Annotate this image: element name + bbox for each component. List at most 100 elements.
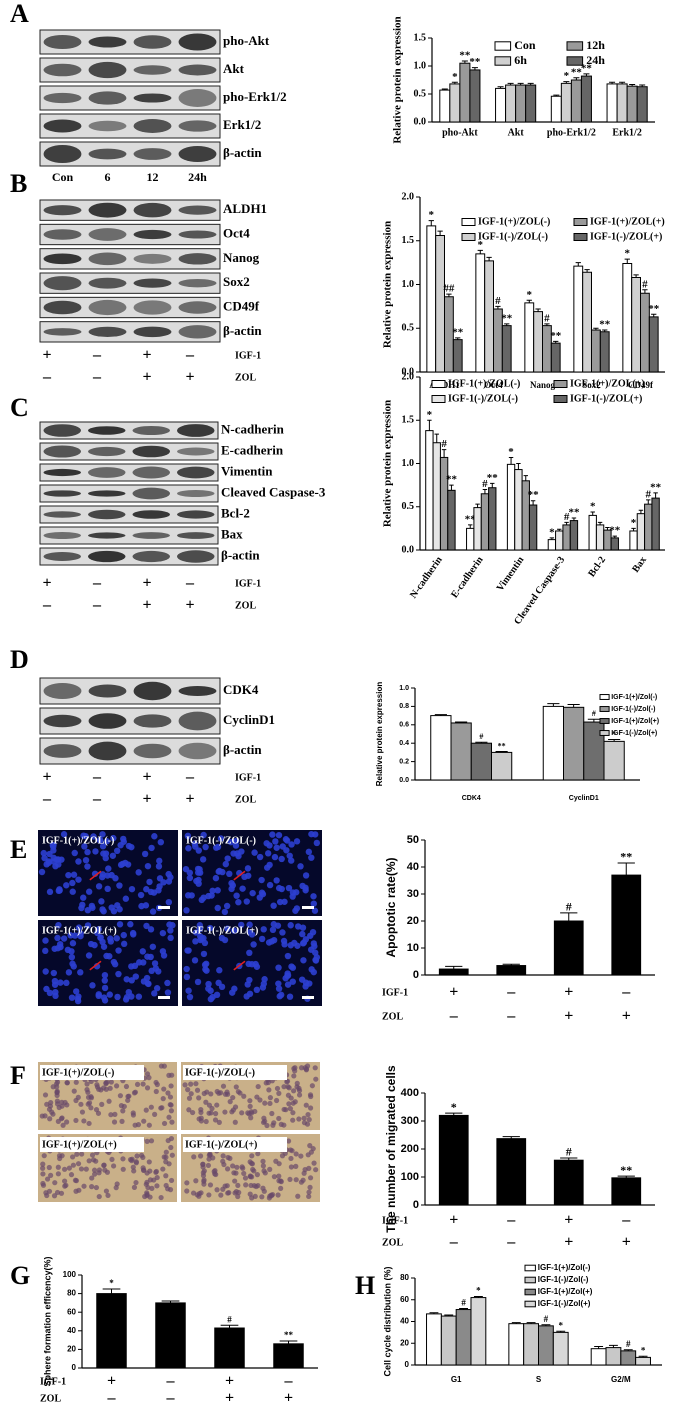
cell [42,968,49,975]
condition-sign: + [449,1212,458,1229]
y-tick-label: 200 [401,1143,419,1155]
cell [98,898,105,905]
cell [278,1179,284,1185]
condition-sign: – [166,1390,176,1405]
cell [58,856,65,863]
blot-band [177,510,215,519]
cell [93,1107,100,1113]
error-bar [646,499,651,505]
lane-label: 6 [105,170,111,184]
cell [195,880,202,887]
cell [153,985,161,992]
bar [426,225,437,373]
error-bar [623,1349,633,1351]
bar [96,1293,127,1369]
cell [253,986,261,994]
cell [201,961,209,969]
cell [158,1194,164,1201]
cell [231,985,238,992]
cell [100,850,107,857]
cell [144,1138,150,1144]
blot-band [43,253,82,265]
y-tick-label: 0 [413,969,419,981]
cell [266,881,274,889]
cell [309,928,317,936]
cell [145,980,152,988]
cell [84,1087,90,1093]
cell [144,1085,151,1091]
cell [92,1171,98,1177]
blot-band [132,532,170,539]
cell [110,958,118,966]
blot-band [88,741,127,761]
legend-swatch [431,380,446,388]
cell [96,1167,103,1173]
cell [61,1166,68,1172]
cell [224,1166,231,1172]
blot-band [88,148,127,160]
cell [113,935,120,942]
bar [636,513,646,551]
error-bar [651,313,657,317]
cell [221,908,229,916]
error-bar [594,1346,604,1349]
significance-label: * [109,1278,114,1288]
cell [128,977,135,984]
cell [108,904,115,911]
cell [161,1086,167,1092]
cell [50,1084,56,1090]
error-bar [564,521,569,525]
cell [260,1163,266,1169]
cell [312,831,319,838]
blot-band [88,550,126,563]
bar [550,342,561,373]
cell [257,1097,263,1103]
cell [159,948,167,955]
condition-sign: – [92,769,102,786]
cell [72,1177,79,1183]
blot-band [178,253,217,265]
image-label: IGF-1(-)/ZOL(-) [185,1067,255,1078]
cell [151,990,158,997]
significance-label: * [527,289,533,301]
blot-band [88,532,126,539]
blot-band [88,202,127,218]
cell [232,842,240,849]
bar [538,1325,554,1366]
bar [603,740,625,781]
bar [475,253,486,373]
cell [267,1100,273,1107]
cell [53,856,61,863]
cell [218,934,226,942]
blot-band [132,487,170,500]
cell [284,972,291,979]
scale-bar [158,996,170,999]
error-bar [547,703,560,707]
cell [229,882,237,889]
cell [144,1179,150,1185]
cell [55,1118,61,1124]
cell [155,863,163,870]
condition-sign: + [225,1373,234,1390]
error-bar [517,82,524,86]
cell [101,1162,107,1168]
cell [246,928,254,936]
cell [95,926,102,933]
legend-swatch [524,1276,536,1284]
bar [629,530,638,551]
blot-band [88,36,127,48]
cell [285,1138,292,1144]
condition-sign: – [92,369,102,386]
cell [239,885,246,892]
cell [313,1076,319,1082]
cell [213,1111,219,1117]
cell [135,869,142,876]
bar [553,920,584,976]
cell [273,844,280,851]
error-bar [638,1355,648,1358]
error-bar [455,337,461,340]
blot-band [88,120,127,132]
blot-label: Vimentin [221,463,273,478]
error-bar [495,750,508,753]
blot-band [132,466,170,479]
